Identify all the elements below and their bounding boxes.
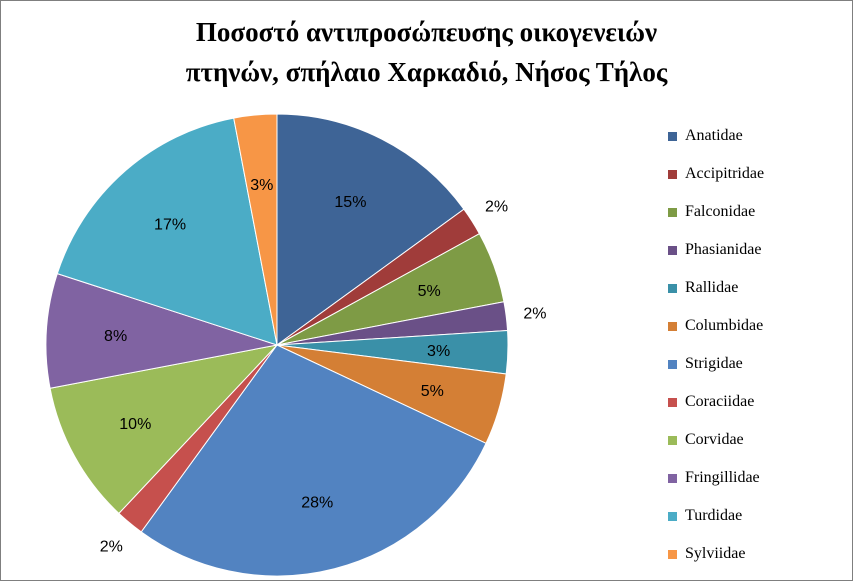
legend-swatch <box>668 207 677 217</box>
legend-label: Turdidae <box>685 507 743 524</box>
slice-label-falconidae: 5% <box>418 283 441 300</box>
pie-slice-sylviidae <box>233 113 278 346</box>
pie-slice-anatidae <box>276 113 465 346</box>
legend-swatch <box>668 131 677 141</box>
legend-item-fringillidae: Fringillidae <box>668 459 764 497</box>
legend-swatch <box>668 169 677 179</box>
legend-item-strigidae: Strigidae <box>668 345 764 383</box>
chart-title-line-2: πτηνών, σπήλαιο Χαρκαδιό, Νήσος Τήλος <box>185 57 668 87</box>
slice-label-strigidae: 28% <box>301 495 333 512</box>
slice-label-sylviidae: 3% <box>250 177 273 194</box>
legend-item-accipitridae: Accipitridae <box>668 155 764 193</box>
legend-label: Columbidae <box>685 317 764 334</box>
legend-swatch <box>668 397 677 407</box>
legend-label: Strigidae <box>685 355 743 372</box>
legend-item-turdidae: Turdidae <box>668 497 764 535</box>
slice-label-fringillidae: 8% <box>104 328 127 345</box>
pie-slice-fringillidae <box>45 272 278 389</box>
legend-label: Anatidae <box>685 127 743 144</box>
legend-swatch <box>668 473 677 483</box>
chart-title: Ποσοστό αντιπροσώπευσης οικογενειών πτην… <box>0 12 853 92</box>
legend-label: Falconidae <box>685 203 756 220</box>
legend-swatch <box>668 245 677 255</box>
slice-label-rallidae: 3% <box>427 343 450 360</box>
legend-label: Corvidae <box>685 431 744 448</box>
legend-item-rallidae: Rallidae <box>668 269 764 307</box>
legend-label: Accipitridae <box>685 165 765 182</box>
legend-swatch <box>668 511 677 521</box>
legend-item-anatidae: Anatidae <box>668 117 764 155</box>
legend-item-falconidae: Falconidae <box>668 193 764 231</box>
slice-label-corvidae: 10% <box>119 416 151 433</box>
legend-label: Coraciidae <box>685 393 755 410</box>
legend-swatch <box>668 359 677 369</box>
legend-swatch <box>668 435 677 445</box>
legend-item-columbidae: Columbidae <box>668 307 764 345</box>
slice-label-turdidae: 17% <box>154 217 186 234</box>
legend-item-phasianidae: Phasianidae <box>668 231 764 269</box>
pie-slice-strigidae <box>140 344 487 577</box>
chart-legend: Anatidae Accipitridae Falconidae Phasianida… <box>668 117 764 573</box>
legend-label: Fringillidae <box>685 469 760 486</box>
pie-slice-corvidae <box>49 344 279 515</box>
slice-label-accipitridae: 2% <box>485 199 508 216</box>
legend-item-coraciidae: Coraciidae <box>668 383 764 421</box>
legend-label: Phasianidae <box>685 241 762 258</box>
chart-title-line-1: Ποσοστό αντιπροσώπευσης οικογενειών <box>195 17 658 47</box>
pie-slice-turdidae <box>56 117 278 346</box>
legend-swatch <box>668 549 677 559</box>
slice-label-phasianidae: 2% <box>523 305 546 322</box>
legend-label: Sylviidae <box>685 545 746 562</box>
legend-swatch <box>668 321 677 331</box>
legend-item-corvidae: Corvidae <box>668 421 764 459</box>
legend-item-sylviidae: Sylviidae <box>668 535 764 573</box>
slice-label-coraciidae: 2% <box>100 538 123 555</box>
legend-label: Rallidae <box>685 279 739 296</box>
legend-swatch <box>668 283 677 293</box>
slice-label-anatidae: 15% <box>334 194 366 211</box>
slice-label-columbidae: 5% <box>421 383 444 400</box>
